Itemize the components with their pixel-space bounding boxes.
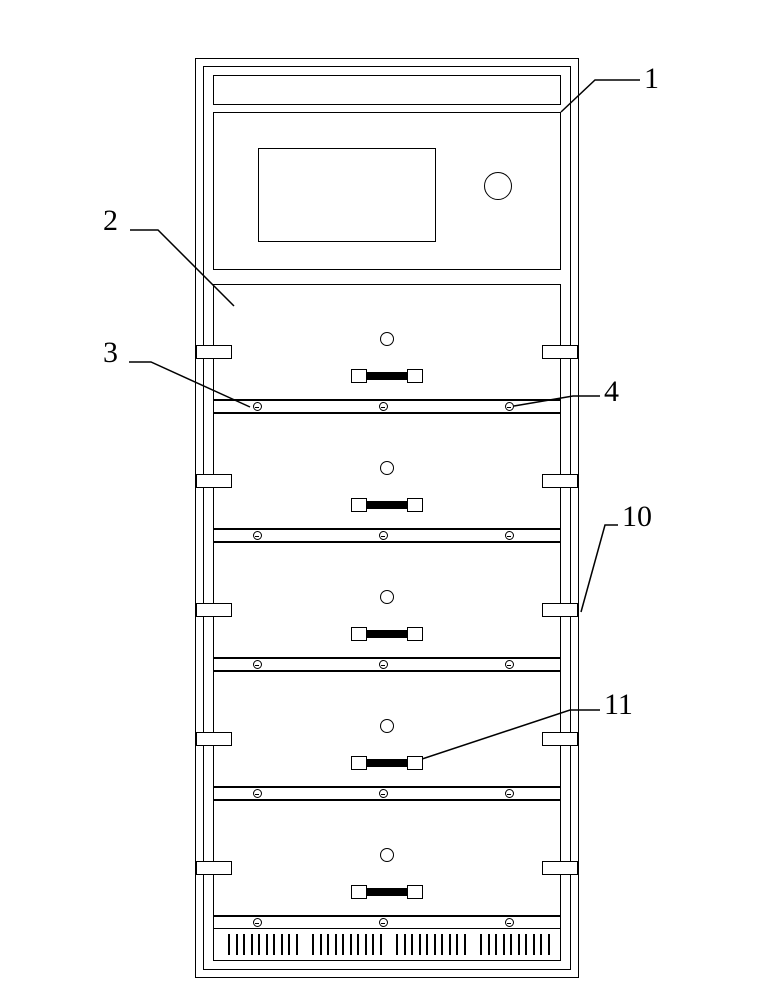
drawer-4-left-tab <box>196 732 232 746</box>
vent-slot <box>441 934 443 955</box>
vent-slot <box>404 934 406 955</box>
vent-slot <box>540 934 542 955</box>
drawer-1-handle-end-left[interactable] <box>351 369 367 383</box>
callout-label-1: 1 <box>644 62 659 96</box>
drawer-5-handle-end-left[interactable] <box>351 885 367 899</box>
drawer-4-screw-2 <box>379 789 388 798</box>
drawer-4-handle-bar[interactable] <box>365 759 409 767</box>
vent-slot <box>419 934 421 955</box>
drawer-2-indicator <box>380 461 394 475</box>
vent-slot <box>273 934 275 955</box>
drawer-5-screw-1 <box>253 918 262 927</box>
drawer-1-handle-end-right[interactable] <box>407 369 423 383</box>
vent-slot <box>357 934 359 955</box>
power-button[interactable] <box>484 172 512 200</box>
drawer-2-handle-end-left[interactable] <box>351 498 367 512</box>
drawer-3-handle-bar[interactable] <box>365 630 409 638</box>
drawer-2-screw-3 <box>505 531 514 540</box>
callout-label-4: 4 <box>604 375 619 409</box>
drawer-5-left-tab <box>196 861 232 875</box>
drawer-2-handle-end-right[interactable] <box>407 498 423 512</box>
drawer-4-indicator <box>380 719 394 733</box>
vent-slot <box>503 934 505 955</box>
vent-slot <box>480 934 482 955</box>
callout-line-10 <box>581 525 618 612</box>
vent-slot <box>525 934 527 955</box>
drawer-4-handle-end-left[interactable] <box>351 756 367 770</box>
drawer-3-right-tab <box>542 603 578 617</box>
drawer-5-handle-bar[interactable] <box>365 888 409 896</box>
drawer-3-handle-end-left[interactable] <box>351 627 367 641</box>
drawer-1-screw-3 <box>505 402 514 411</box>
callout-label-10: 10 <box>622 500 652 534</box>
vent-slot <box>327 934 329 955</box>
vent-slot <box>342 934 344 955</box>
drawer-1-handle-bar[interactable] <box>365 372 409 380</box>
callout-label-2: 2 <box>103 204 118 238</box>
vent-slot <box>312 934 314 955</box>
vent-slot <box>251 934 253 955</box>
drawer-2-left-tab <box>196 474 232 488</box>
drawer-3-screw-2 <box>379 660 388 669</box>
display-screen[interactable] <box>258 148 436 242</box>
drawer-1-indicator <box>380 332 394 346</box>
drawer-2-right-tab <box>542 474 578 488</box>
vent-slot <box>228 934 230 955</box>
drawer-1-left-tab <box>196 345 232 359</box>
drawer-3-left-tab <box>196 603 232 617</box>
drawer-4-screw-1 <box>253 789 262 798</box>
vent-slot <box>320 934 322 955</box>
vent-slot <box>456 934 458 955</box>
drawer-1-screw-2 <box>379 402 388 411</box>
vent-slot <box>449 934 451 955</box>
vent-slot <box>495 934 497 955</box>
vent-slot <box>488 934 490 955</box>
drawer-2-handle-bar[interactable] <box>365 501 409 509</box>
vent-slot <box>335 934 337 955</box>
vent-slot <box>266 934 268 955</box>
drawer-5-screw-3 <box>505 918 514 927</box>
vent-slot <box>510 934 512 955</box>
drawer-3-screw-1 <box>253 660 262 669</box>
drawer-2-screw-2 <box>379 531 388 540</box>
vent-slot <box>243 934 245 955</box>
vent-slot <box>396 934 398 955</box>
vent-slot <box>236 934 238 955</box>
drawer-3-screw-3 <box>505 660 514 669</box>
drawer-4-handle-end-right[interactable] <box>407 756 423 770</box>
vent-slot <box>380 934 382 955</box>
drawer-5-right-tab <box>542 861 578 875</box>
drawer-3-handle-end-right[interactable] <box>407 627 423 641</box>
vent-slot <box>365 934 367 955</box>
vent-slot <box>464 934 466 955</box>
drawer-4-screw-3 <box>505 789 514 798</box>
vent-slot <box>434 934 436 955</box>
drawer-1-screw-1 <box>253 402 262 411</box>
vent-slot <box>533 934 535 955</box>
callout-label-11: 11 <box>604 688 633 722</box>
drawer-1-right-tab <box>542 345 578 359</box>
drawer-3-indicator <box>380 590 394 604</box>
vent-slot <box>411 934 413 955</box>
drawer-4-right-tab <box>542 732 578 746</box>
cabinet-top-cap <box>213 75 561 105</box>
vent-slot <box>518 934 520 955</box>
drawer-5-screw-2 <box>379 918 388 927</box>
vent-slot <box>296 934 298 955</box>
vent-slot <box>258 934 260 955</box>
vent-slot <box>288 934 290 955</box>
vent-slot <box>350 934 352 955</box>
vent-slot <box>281 934 283 955</box>
drawer-2-screw-1 <box>253 531 262 540</box>
drawer-5-indicator <box>380 848 394 862</box>
drawer-5-handle-end-right[interactable] <box>407 885 423 899</box>
callout-label-3: 3 <box>103 336 118 370</box>
vent-slot <box>548 934 550 955</box>
vent-slot <box>426 934 428 955</box>
vent-slot <box>372 934 374 955</box>
